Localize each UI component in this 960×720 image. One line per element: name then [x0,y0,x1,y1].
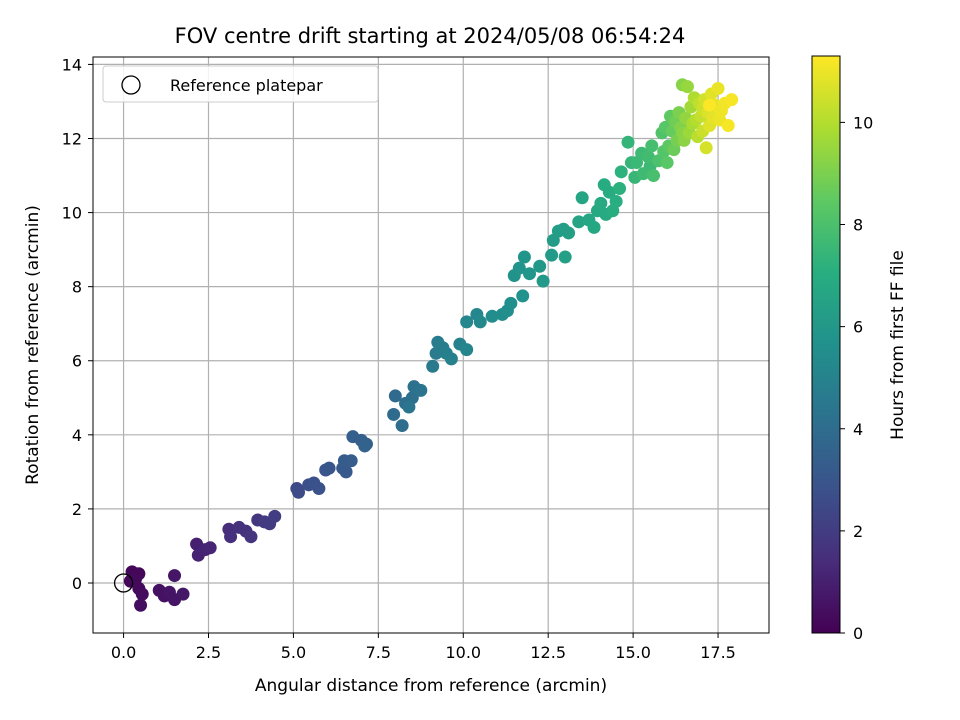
data-point [460,343,474,357]
y-tick-label: 8 [72,278,82,297]
data-point [725,93,739,107]
data-point [587,220,601,234]
data-point [444,352,458,366]
colorbar-tick-label: 2 [853,522,863,541]
data-point [312,482,326,496]
data-point [594,196,608,210]
data-point [322,461,336,475]
x-tick-label: 17.5 [700,643,736,662]
colorbar-label: Hours from first FF file [888,250,908,440]
y-tick-label: 2 [72,500,82,519]
data-point [614,165,628,179]
x-axis-ticks: 0.0 2.5 5.0 7.5 10.0 12.5 15.0 17.5 [111,633,736,662]
data-point [203,541,217,555]
data-point [545,248,559,262]
colorbar-ticks: 0 2 4 6 8 10 [840,113,873,643]
y-tick-label: 14 [62,55,82,74]
colorbar-tick-label: 8 [853,216,863,235]
data-point [602,185,616,199]
data-point [703,98,717,112]
data-point [536,274,550,288]
data-point [516,289,530,303]
data-point [135,587,149,601]
y-tick-label: 10 [62,204,82,223]
y-axis-label: Rotation from reference (arcmin) [23,205,43,485]
data-point [402,400,416,414]
legend: Reference platepar [102,65,379,103]
legend-marker-icon [121,75,141,95]
reference-platepar-marker [113,573,134,593]
x-tick-label: 5.0 [281,643,306,662]
grid-lines [93,57,769,633]
data-point [426,359,440,373]
y-tick-label: 6 [72,352,82,371]
data-point [721,119,735,133]
colorbar-tick-label: 4 [853,420,863,439]
data-point [176,587,190,601]
colorbar: 0 2 4 6 8 10 Hours from first FF file [811,55,908,643]
data-point [134,598,148,612]
legend-entry-reference: Reference platepar [170,76,323,95]
chart-title: FOV centre drift starting at 2024/05/08 … [175,24,686,48]
colorbar-tick-label: 6 [853,318,863,337]
data-point [613,181,627,195]
data-point [572,215,586,229]
data-point [558,250,572,264]
data-point [388,389,402,403]
x-tick-label: 0.0 [111,643,136,662]
data-point [645,139,659,153]
data-point [575,191,589,205]
x-tick-label: 15.0 [615,643,651,662]
data-point [358,439,372,453]
data-point [523,267,537,281]
data-point [636,167,650,181]
data-point [168,569,182,583]
data-point [344,454,358,468]
plot-frame [92,56,770,634]
data-point [512,261,526,275]
y-tick-label: 0 [72,574,82,593]
plot-background [93,57,769,633]
data-point [162,585,176,599]
data-point [517,250,531,264]
legend-box [102,65,379,103]
data-point [562,226,576,240]
data-point [473,315,487,329]
plot-area: 0.0 2.5 5.0 7.5 10.0 12.5 15.0 17.5 0 2 4 6 8 10 12 14 [62,55,770,662]
data-point [647,169,661,183]
data-point [621,135,635,149]
data-point [699,141,713,155]
data-point [244,530,258,544]
x-tick-label: 2.5 [196,643,221,662]
data-point [485,309,499,323]
data-point [641,150,655,164]
data-point [660,156,674,170]
data-point [680,80,694,94]
y-tick-label: 12 [62,129,82,148]
data-point [711,81,725,95]
colorbar-tick-label: 10 [853,113,873,132]
x-tick-label: 10.0 [445,643,481,662]
colorbar-gradient [811,55,841,634]
y-tick-label: 4 [72,426,82,445]
data-point [460,315,474,329]
data-point [224,530,238,544]
x-tick-label: 12.5 [530,643,566,662]
data-point [609,194,623,208]
data-point [268,509,282,523]
x-tick-label: 7.5 [366,643,391,662]
data-point [339,465,353,479]
data-point [292,485,306,499]
x-axis-label: Angular distance from reference (arcmin) [255,676,607,696]
data-point [414,383,428,397]
y-axis-ticks: 0 2 4 6 8 10 12 14 [62,55,93,593]
colorbar-tick-label: 0 [853,624,863,643]
data-point [504,296,518,310]
data-point [533,259,547,273]
data-point [395,419,409,433]
data-point [387,407,401,421]
data-points [123,78,739,612]
